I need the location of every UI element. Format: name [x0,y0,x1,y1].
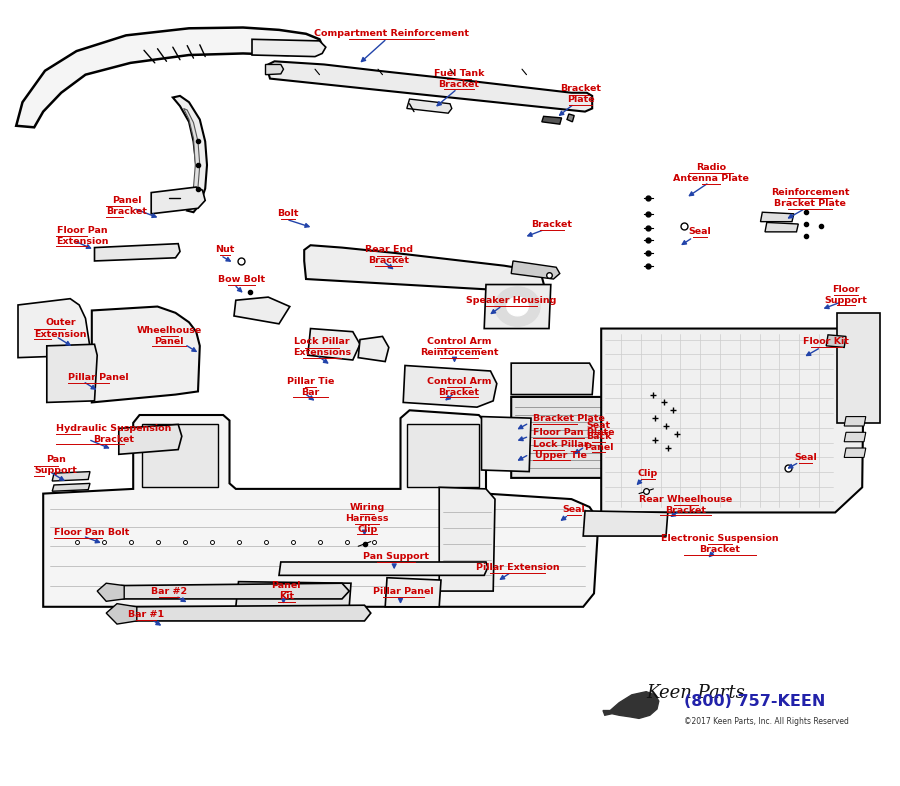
Polygon shape [92,307,200,402]
Text: Fuel Tank
Bracket: Fuel Tank Bracket [434,68,484,89]
Text: Seal: Seal [794,453,817,462]
Text: (800) 757-KEEN: (800) 757-KEEN [684,693,825,709]
Text: Pillar Panel: Pillar Panel [373,586,434,596]
Polygon shape [826,335,846,347]
Polygon shape [122,583,349,599]
Text: Radio
Antenna Plate: Radio Antenna Plate [673,163,749,183]
Polygon shape [97,583,124,601]
Polygon shape [385,578,441,607]
Text: Seat
Back
Panel: Seat Back Panel [584,421,613,452]
Text: Nut: Nut [215,245,235,255]
Text: ©2017 Keen Parts, Inc. All Rights Reserved: ©2017 Keen Parts, Inc. All Rights Reserv… [684,717,849,726]
Text: Seal: Seal [688,227,712,237]
Circle shape [507,297,528,316]
Polygon shape [358,336,389,362]
Polygon shape [765,222,798,232]
Text: Lock Pillar
Extensions: Lock Pillar Extensions [293,337,351,358]
Polygon shape [236,582,351,607]
Polygon shape [184,108,200,206]
Polygon shape [119,424,182,454]
Polygon shape [133,605,371,621]
Polygon shape [18,299,90,358]
Text: Bolt: Bolt [277,209,299,219]
Polygon shape [252,39,326,57]
Polygon shape [567,114,574,122]
Text: Speaker Housing: Speaker Housing [466,296,556,305]
Polygon shape [151,187,205,214]
Text: Bracket Plate: Bracket Plate [533,413,605,423]
Polygon shape [844,417,866,426]
Polygon shape [542,116,562,124]
Polygon shape [308,329,360,360]
Text: Control Arm
Reinforcement: Control Arm Reinforcement [419,337,499,358]
Text: Panel
Bracket: Panel Bracket [106,196,148,216]
Polygon shape [511,363,594,395]
Text: Pillar Panel: Pillar Panel [68,373,128,382]
Text: Pillar Extension: Pillar Extension [476,563,559,572]
Polygon shape [16,28,322,127]
Polygon shape [482,417,531,472]
Polygon shape [403,365,497,407]
Text: Bow Bolt: Bow Bolt [218,274,265,284]
Text: Rear End
Bracket: Rear End Bracket [364,245,413,266]
Polygon shape [142,424,218,487]
Polygon shape [304,245,544,292]
Text: Bar #2: Bar #2 [151,586,187,596]
Text: Panel
Kit: Panel Kit [272,581,301,601]
Polygon shape [439,487,495,591]
Polygon shape [266,64,284,75]
Polygon shape [52,483,90,491]
Polygon shape [760,212,794,222]
Text: Floor
Support: Floor Support [824,285,868,305]
Text: Floor Pan Plate: Floor Pan Plate [533,428,615,437]
Polygon shape [583,511,668,536]
Text: Electronic Suspension
Bracket: Electronic Suspension Bracket [662,534,778,554]
Text: Bracket
Plate: Bracket Plate [560,84,601,105]
Text: Reinforcement
Bracket Plate: Reinforcement Bracket Plate [770,188,850,208]
Polygon shape [484,285,551,329]
Polygon shape [603,692,659,718]
Text: Pan Support: Pan Support [363,552,429,561]
Text: Wiring
Harness
Clip: Wiring Harness Clip [346,503,389,534]
Polygon shape [106,604,137,624]
Text: Bracket: Bracket [531,219,572,229]
Text: Control Arm
Bracket: Control Arm Bracket [427,376,491,397]
Text: Seal: Seal [562,505,586,514]
Text: Floor Kit: Floor Kit [804,337,849,347]
Polygon shape [279,562,488,575]
Polygon shape [837,313,880,423]
Polygon shape [94,244,180,261]
Text: Pan
Support: Pan Support [34,455,77,476]
Circle shape [495,287,540,326]
Polygon shape [47,344,97,402]
Polygon shape [43,410,598,607]
Text: Clip: Clip [638,468,658,478]
Polygon shape [407,99,452,113]
Text: Wheelhouse
Panel: Wheelhouse Panel [137,325,202,346]
Polygon shape [407,424,479,487]
Polygon shape [173,96,207,212]
Polygon shape [268,61,592,112]
Polygon shape [601,329,864,512]
Polygon shape [52,472,90,481]
Text: Bar #1: Bar #1 [128,610,164,619]
Text: Keen Parts: Keen Parts [646,685,745,702]
Text: Outer
Extension: Outer Extension [34,318,86,339]
Polygon shape [844,432,866,442]
Text: Pillar Tie
Bar: Pillar Tie Bar [287,376,334,397]
Polygon shape [234,297,290,324]
Text: Rear Wheelhouse
Bracket: Rear Wheelhouse Bracket [639,494,733,515]
Text: Lock Pillar
Upper Tie: Lock Pillar Upper Tie [533,439,589,460]
Text: Floor Pan Bolt: Floor Pan Bolt [54,528,130,538]
Text: Floor Pan
Extension: Floor Pan Extension [56,226,108,246]
Text: Hydraulic Suspension
Bracket: Hydraulic Suspension Bracket [56,424,171,444]
Polygon shape [511,397,614,478]
Polygon shape [511,261,560,279]
Text: Compartment Reinforcement: Compartment Reinforcement [314,28,469,38]
Polygon shape [844,448,866,457]
